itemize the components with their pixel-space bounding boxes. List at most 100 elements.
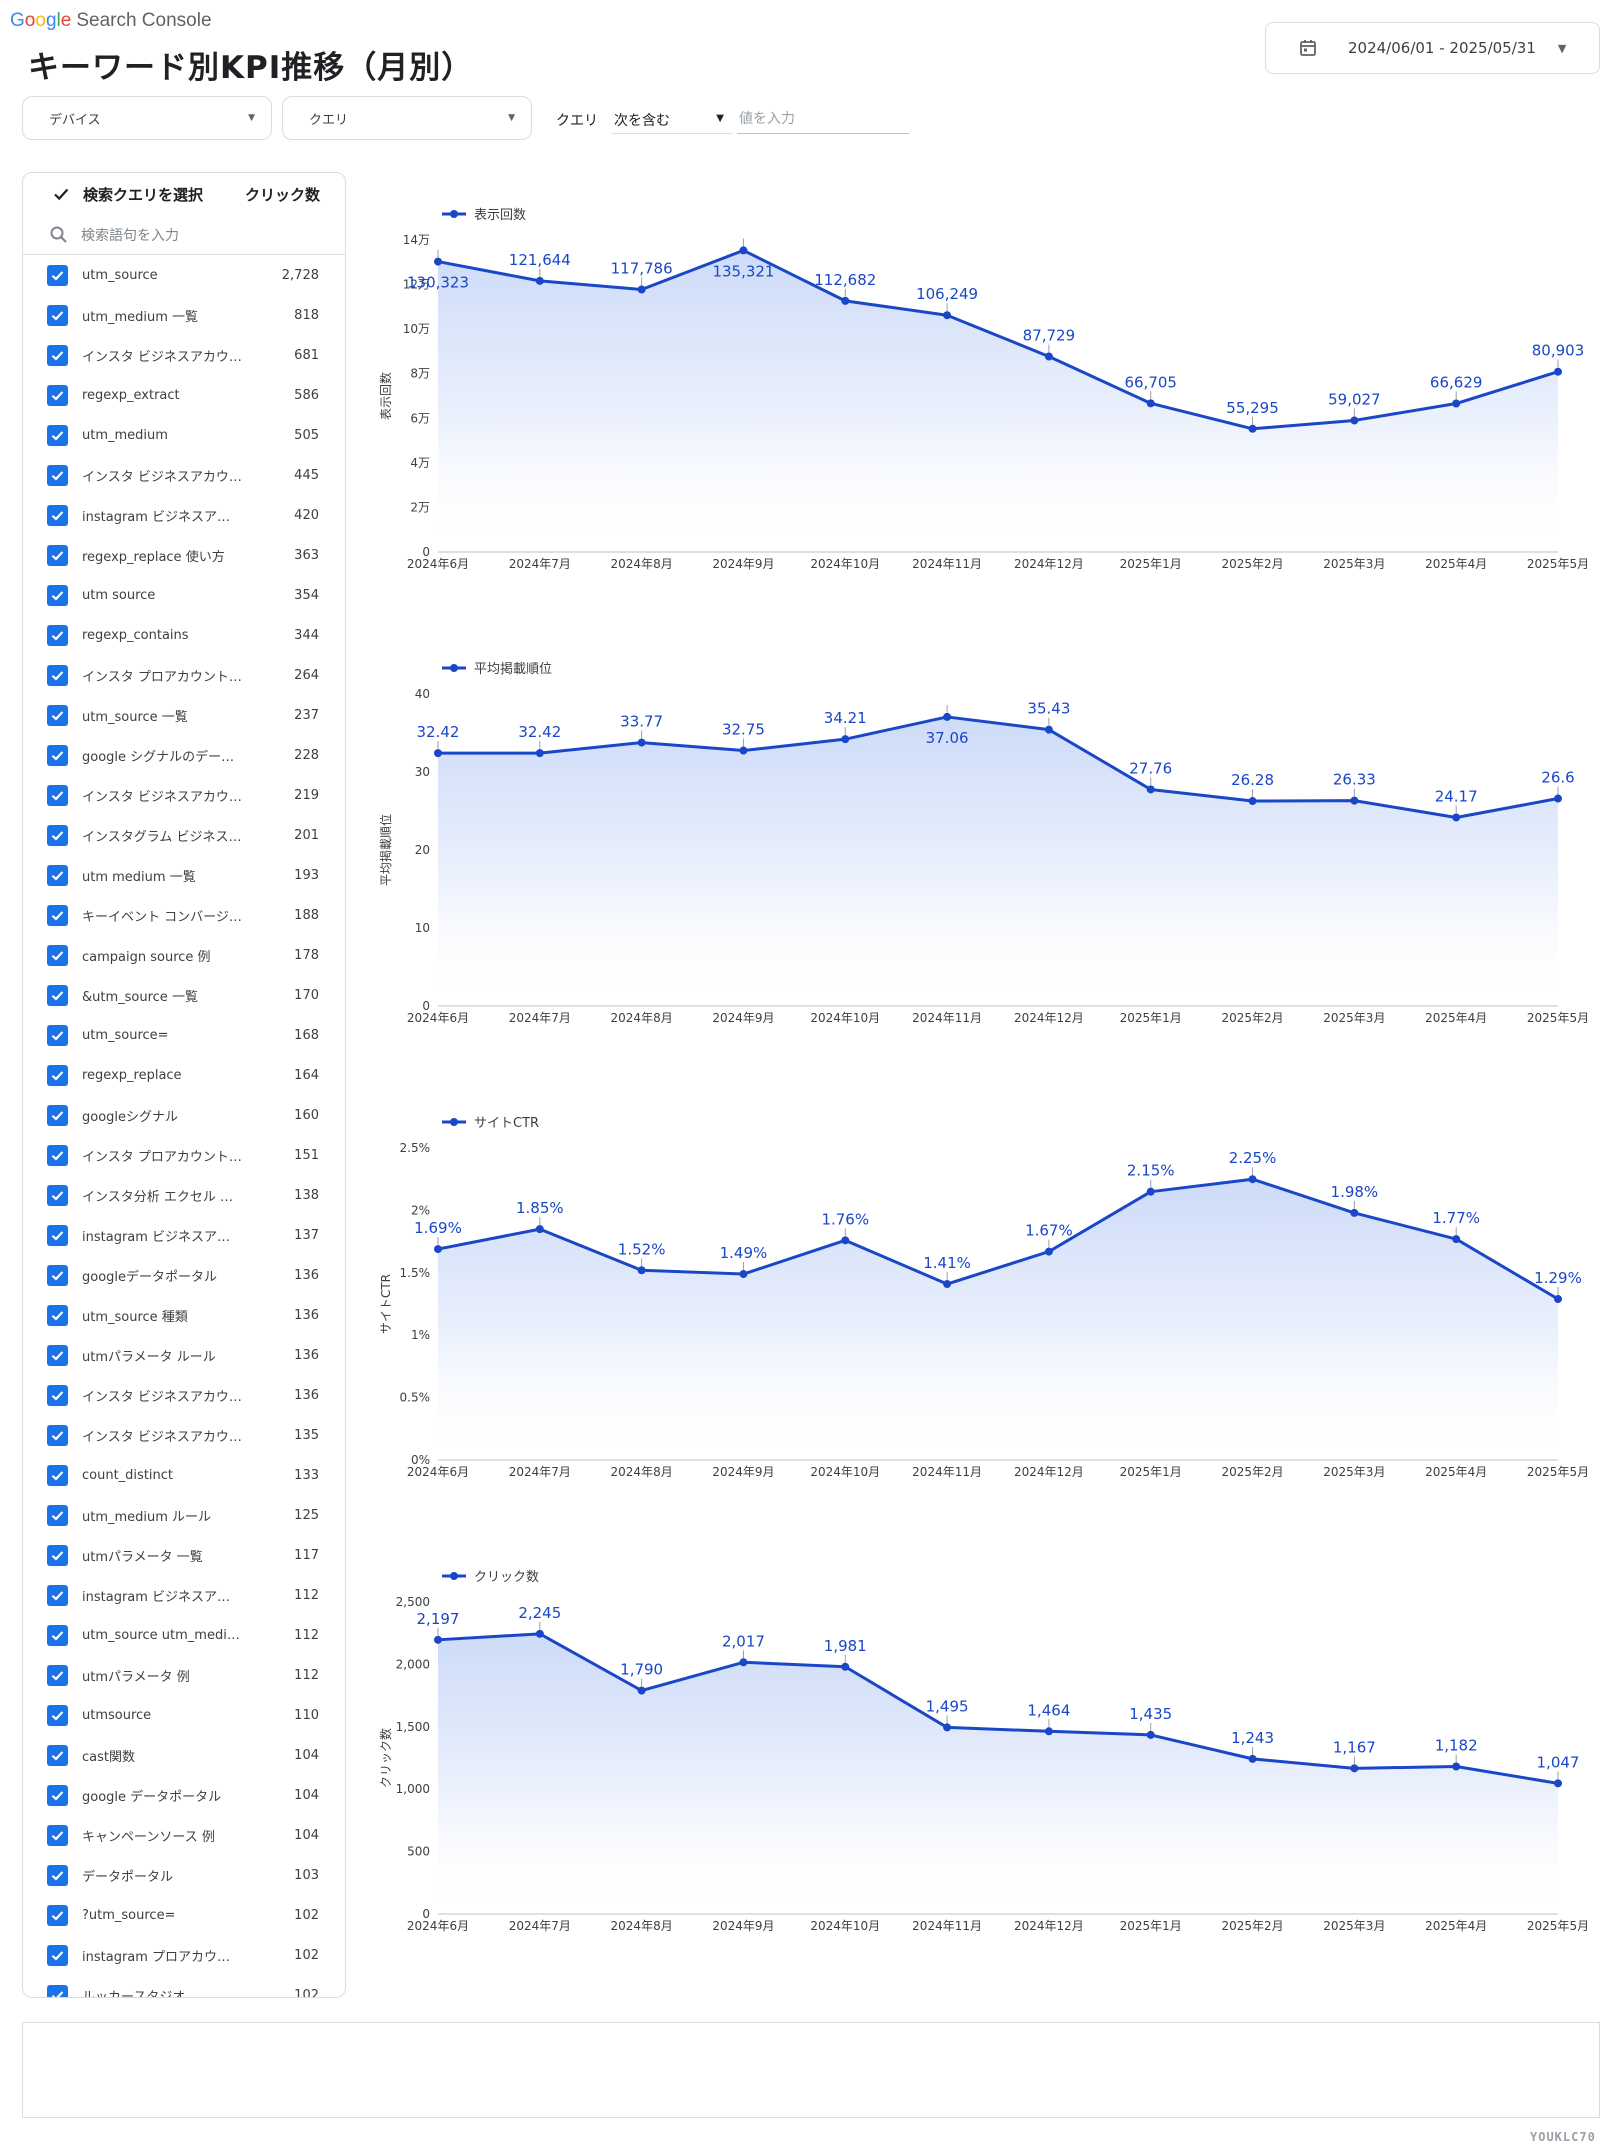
query-list-item[interactable]: インスタ ビジネスアカウ… 219 — [23, 775, 345, 815]
checkbox-checked-icon[interactable] — [47, 264, 68, 286]
query-list-item[interactable]: google データポータル 104 — [23, 1775, 345, 1815]
checkbox-checked-icon[interactable] — [47, 1264, 68, 1286]
query-list-item[interactable]: regexp_contains 344 — [23, 615, 345, 655]
checkbox-checked-icon[interactable] — [47, 824, 68, 846]
query-list-item[interactable]: utm source 354 — [23, 575, 345, 615]
data-point — [434, 749, 442, 758]
query-list-item[interactable]: ルッカースタジオ 102 — [23, 1975, 345, 1997]
query-list-item[interactable]: インスタ プロアカウント… 151 — [23, 1135, 345, 1175]
checkbox-checked-icon[interactable] — [47, 1704, 68, 1726]
query-list-item[interactable]: キャンペーンソース 例 104 — [23, 1815, 345, 1855]
checkbox-checked-icon[interactable] — [47, 1384, 68, 1406]
query-filter[interactable]: クエリ ▼ — [282, 96, 532, 140]
checkbox-checked-icon[interactable] — [47, 744, 68, 766]
query-list-item[interactable]: インスタ プロアカウント… 264 — [23, 655, 345, 695]
query-list-item[interactable]: campaign source 例 178 — [23, 935, 345, 975]
checkbox-checked-icon[interactable] — [47, 424, 68, 446]
clicks-column-header[interactable]: クリック数 — [245, 186, 321, 204]
checkbox-checked-icon[interactable] — [47, 1744, 68, 1766]
checkbox-checked-icon[interactable] — [47, 384, 68, 406]
checkbox-checked-icon[interactable] — [47, 904, 68, 926]
checkbox-checked-icon[interactable] — [47, 1624, 68, 1646]
checkbox-checked-icon[interactable] — [47, 464, 68, 486]
date-range-picker[interactable]: 2024/06/01 - 2025/05/31 ▼ — [1265, 22, 1600, 74]
checkbox-checked-icon[interactable] — [47, 1304, 68, 1326]
query-list-item[interactable]: utm_source 2,728 — [23, 255, 345, 295]
checkbox-checked-icon[interactable] — [47, 1824, 68, 1846]
query-list-item[interactable]: インスタ分析 エクセル … 138 — [23, 1175, 345, 1215]
checkbox-checked-icon[interactable] — [47, 304, 68, 326]
checkbox-checked-icon[interactable] — [47, 1024, 68, 1046]
checkbox-checked-icon[interactable] — [47, 1944, 68, 1966]
query-list-item[interactable]: utmパラメータ 例 112 — [23, 1655, 345, 1695]
query-list-item[interactable]: データポータル 103 — [23, 1855, 345, 1895]
query-list-item[interactable]: utmパラメータ 一覧 117 — [23, 1535, 345, 1575]
query-list-item[interactable]: googleシグナル 160 — [23, 1095, 345, 1135]
checkbox-checked-icon[interactable] — [47, 624, 68, 646]
query-list-item[interactable]: キーイベント コンバージ… 188 — [23, 895, 345, 935]
operator-select[interactable]: 次を含む ▼ — [612, 104, 732, 134]
query-list-item[interactable]: utm_source 種類 136 — [23, 1295, 345, 1335]
query-list-item[interactable]: utm_medium 一覧 818 — [23, 295, 345, 335]
query-list-item[interactable]: regexp_replace 使い方 363 — [23, 535, 345, 575]
checkbox-checked-icon[interactable] — [47, 1344, 68, 1366]
checkbox-checked-icon[interactable] — [47, 1784, 68, 1806]
query-list-item[interactable]: regexp_replace 164 — [23, 1055, 345, 1095]
query-list-item[interactable]: utmパラメータ ルール 136 — [23, 1335, 345, 1375]
query-list-item[interactable]: utm_medium 505 — [23, 415, 345, 455]
select-all-checkbox-icon[interactable] — [51, 184, 71, 204]
query-list-item[interactable]: instagram プロアカウン… 102 — [23, 1935, 345, 1975]
query-list-item[interactable]: cast関数 104 — [23, 1735, 345, 1775]
checkbox-checked-icon[interactable] — [47, 984, 68, 1006]
query-list-item[interactable]: regexp_extract 586 — [23, 375, 345, 415]
checkbox-checked-icon[interactable] — [47, 1224, 68, 1246]
checkbox-checked-icon[interactable] — [47, 584, 68, 606]
query-list-item[interactable]: instagram ビジネスアカ… 137 — [23, 1215, 345, 1255]
query-list-item[interactable]: count_distinct 133 — [23, 1455, 345, 1495]
query-list-item[interactable]: インスタ ビジネスアカウ… 135 — [23, 1415, 345, 1455]
query-list-item[interactable]: instagram ビジネスアカ… 112 — [23, 1575, 345, 1615]
checkbox-checked-icon[interactable] — [47, 344, 68, 366]
checkbox-checked-icon[interactable] — [47, 664, 68, 686]
query-list-item[interactable]: utm_source= 168 — [23, 1015, 345, 1055]
query-list-item[interactable]: utm_medium ルール 125 — [23, 1495, 345, 1535]
query-list-item[interactable]: &utm_source 一覧 170 — [23, 975, 345, 1015]
checkbox-checked-icon[interactable] — [47, 1424, 68, 1446]
query-search-box[interactable]: 検索語句を入力 — [23, 215, 345, 255]
checkbox-checked-icon[interactable] — [47, 1144, 68, 1166]
checkbox-checked-icon[interactable] — [47, 504, 68, 526]
checkbox-checked-icon[interactable] — [47, 1104, 68, 1126]
checkbox-checked-icon[interactable] — [47, 1544, 68, 1566]
checkbox-checked-icon[interactable] — [47, 544, 68, 566]
query-list-item[interactable]: instagram ビジネスアカ… 420 — [23, 495, 345, 535]
checkbox-checked-icon[interactable] — [47, 784, 68, 806]
checkbox-checked-icon[interactable] — [47, 1584, 68, 1606]
query-list-item[interactable]: google シグナルのデータ… 228 — [23, 735, 345, 775]
query-list-item[interactable]: インスタ ビジネスアカウ… 445 — [23, 455, 345, 495]
query-list-item[interactable]: utm_source 一覧 237 — [23, 695, 345, 735]
query-list-item[interactable]: utm_source utm_medium 112 — [23, 1615, 345, 1655]
value-input[interactable] — [737, 104, 909, 134]
data-point — [1350, 416, 1359, 425]
query-list-item[interactable]: googleデータポータル 136 — [23, 1255, 345, 1295]
x-tick-label: 2024年12月 — [1014, 1465, 1084, 1479]
checkbox-checked-icon[interactable] — [47, 1664, 68, 1686]
query-list-item[interactable]: ?utm_source= 102 — [23, 1895, 345, 1935]
checkbox-checked-icon[interactable] — [47, 1864, 68, 1886]
checkbox-checked-icon[interactable] — [47, 1464, 68, 1486]
checkbox-checked-icon[interactable] — [47, 1504, 68, 1526]
query-list-item[interactable]: インスタ ビジネスアカウ… 681 — [23, 335, 345, 375]
checkbox-checked-icon[interactable] — [47, 864, 68, 886]
checkbox-checked-icon[interactable] — [47, 944, 68, 966]
checkbox-checked-icon[interactable] — [47, 1904, 68, 1926]
query-list-item[interactable]: インスタ ビジネスアカウ… 136 — [23, 1375, 345, 1415]
checkbox-checked-icon[interactable] — [47, 1984, 68, 1997]
query-list-item[interactable]: utm medium 一覧 193 — [23, 855, 345, 895]
device-filter[interactable]: デバイス ▼ — [22, 96, 272, 140]
data-label: 80,903 — [1532, 342, 1585, 360]
checkbox-checked-icon[interactable] — [47, 1064, 68, 1086]
query-list-item[interactable]: インスタグラム ビジネス… 201 — [23, 815, 345, 855]
checkbox-checked-icon[interactable] — [47, 704, 68, 726]
checkbox-checked-icon[interactable] — [47, 1184, 68, 1206]
query-list-item[interactable]: utmsource 110 — [23, 1695, 345, 1735]
